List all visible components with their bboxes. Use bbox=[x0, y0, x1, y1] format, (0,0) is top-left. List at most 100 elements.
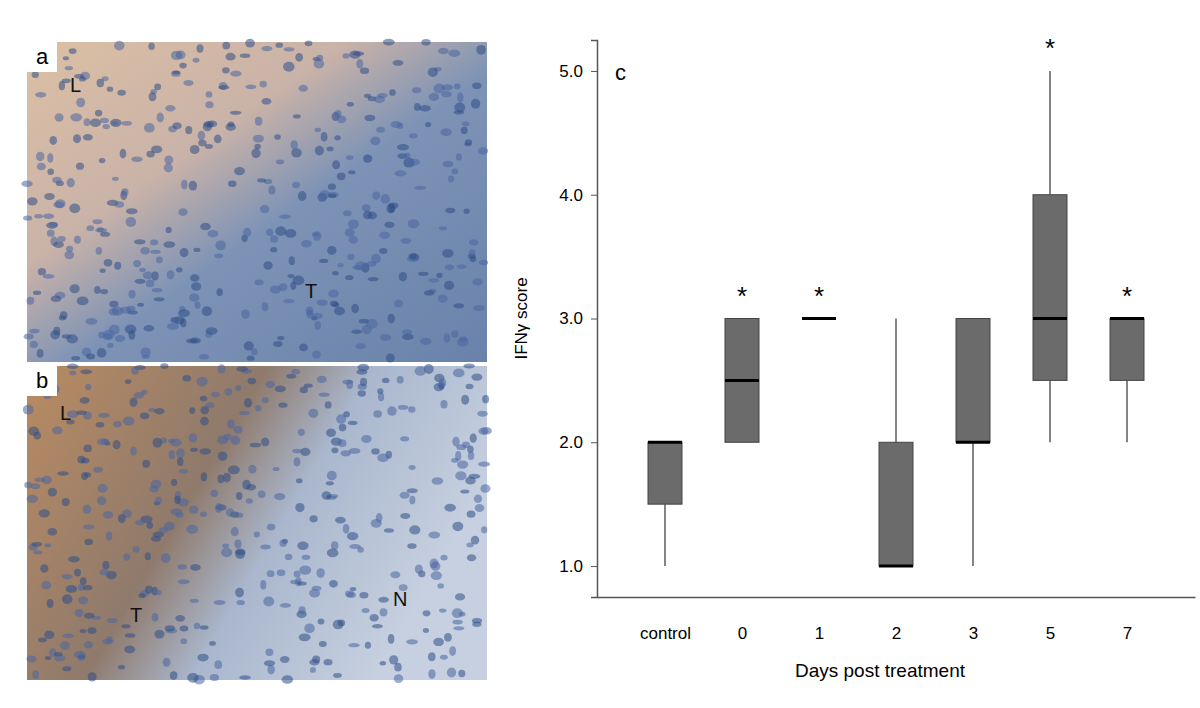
cell bbox=[244, 398, 252, 408]
cell bbox=[214, 253, 223, 258]
cell bbox=[363, 155, 371, 163]
cell bbox=[55, 199, 66, 208]
cell bbox=[74, 569, 81, 577]
cell bbox=[24, 482, 32, 489]
cell bbox=[448, 50, 460, 57]
cell bbox=[114, 201, 124, 207]
cell bbox=[460, 489, 469, 493]
cell bbox=[77, 296, 89, 305]
cell bbox=[360, 378, 367, 387]
tissue-label: T bbox=[305, 280, 317, 302]
cell bbox=[452, 522, 463, 532]
cell bbox=[189, 181, 198, 191]
box bbox=[725, 319, 759, 443]
cell bbox=[330, 301, 338, 307]
cell bbox=[257, 178, 266, 182]
cell bbox=[409, 496, 415, 505]
cell bbox=[362, 325, 372, 334]
cell bbox=[443, 333, 450, 342]
cell bbox=[415, 564, 423, 573]
cell bbox=[68, 586, 76, 590]
cell bbox=[47, 229, 55, 236]
cell bbox=[274, 493, 285, 500]
cell bbox=[80, 397, 90, 404]
cell bbox=[76, 162, 84, 169]
cell bbox=[345, 228, 355, 237]
cell bbox=[234, 167, 245, 175]
cell bbox=[343, 210, 351, 216]
cell bbox=[440, 400, 447, 408]
significance-mark: * bbox=[737, 281, 747, 311]
cell bbox=[261, 46, 272, 51]
cell bbox=[363, 155, 372, 163]
cell bbox=[334, 135, 340, 140]
cell bbox=[342, 53, 349, 58]
cell bbox=[277, 336, 284, 340]
x-tick: 0 bbox=[738, 597, 747, 643]
cell bbox=[324, 659, 333, 666]
cell bbox=[167, 270, 175, 279]
cell bbox=[273, 467, 280, 471]
cell bbox=[157, 113, 164, 123]
x-tick: 5 bbox=[1046, 597, 1055, 643]
lower-whisker bbox=[972, 442, 973, 566]
cell bbox=[93, 467, 103, 473]
cell bbox=[270, 247, 277, 252]
cell bbox=[453, 303, 464, 308]
cell bbox=[247, 356, 255, 361]
cell bbox=[131, 157, 142, 163]
cell bbox=[170, 671, 178, 680]
cell bbox=[161, 553, 171, 563]
cell bbox=[47, 169, 54, 176]
cell bbox=[310, 667, 316, 673]
cell bbox=[223, 434, 231, 440]
y-tick-mark bbox=[591, 319, 597, 320]
cell bbox=[55, 113, 64, 121]
cell bbox=[476, 45, 486, 55]
cell bbox=[202, 306, 212, 316]
cell bbox=[187, 673, 198, 683]
cell bbox=[455, 451, 461, 461]
cell bbox=[176, 448, 185, 458]
cell bbox=[29, 329, 39, 334]
cell bbox=[333, 673, 342, 678]
x-tick: 7 bbox=[1123, 597, 1132, 643]
cell bbox=[384, 222, 394, 228]
cell bbox=[234, 426, 243, 434]
cell bbox=[407, 488, 418, 493]
cell bbox=[68, 556, 80, 562]
x-axis-line bbox=[598, 597, 1196, 599]
cell bbox=[103, 511, 113, 519]
cell bbox=[21, 180, 32, 187]
cell bbox=[457, 92, 463, 102]
cell bbox=[352, 51, 364, 56]
cell bbox=[172, 70, 180, 74]
cell bbox=[179, 63, 186, 69]
cell bbox=[478, 462, 490, 467]
cell bbox=[37, 163, 46, 171]
tissue-label: N bbox=[393, 588, 407, 610]
cell bbox=[189, 293, 199, 301]
cell bbox=[442, 249, 454, 258]
cell bbox=[176, 267, 182, 272]
cell bbox=[259, 81, 266, 88]
cell bbox=[277, 570, 286, 577]
cell bbox=[241, 309, 250, 319]
cell bbox=[268, 186, 275, 195]
cell bbox=[394, 674, 403, 683]
cell bbox=[181, 180, 187, 190]
cell bbox=[337, 172, 346, 180]
cell bbox=[347, 102, 354, 107]
cell bbox=[70, 113, 82, 121]
cell bbox=[370, 136, 380, 145]
cell bbox=[152, 613, 159, 621]
x-tick-label: 5 bbox=[1046, 624, 1055, 643]
cell bbox=[248, 465, 256, 474]
cell bbox=[171, 479, 177, 486]
x-tick-label: 2 bbox=[892, 624, 901, 643]
cell bbox=[339, 424, 347, 432]
cell bbox=[104, 259, 113, 267]
cell bbox=[214, 600, 226, 605]
cell bbox=[462, 122, 469, 127]
cell bbox=[371, 519, 382, 528]
